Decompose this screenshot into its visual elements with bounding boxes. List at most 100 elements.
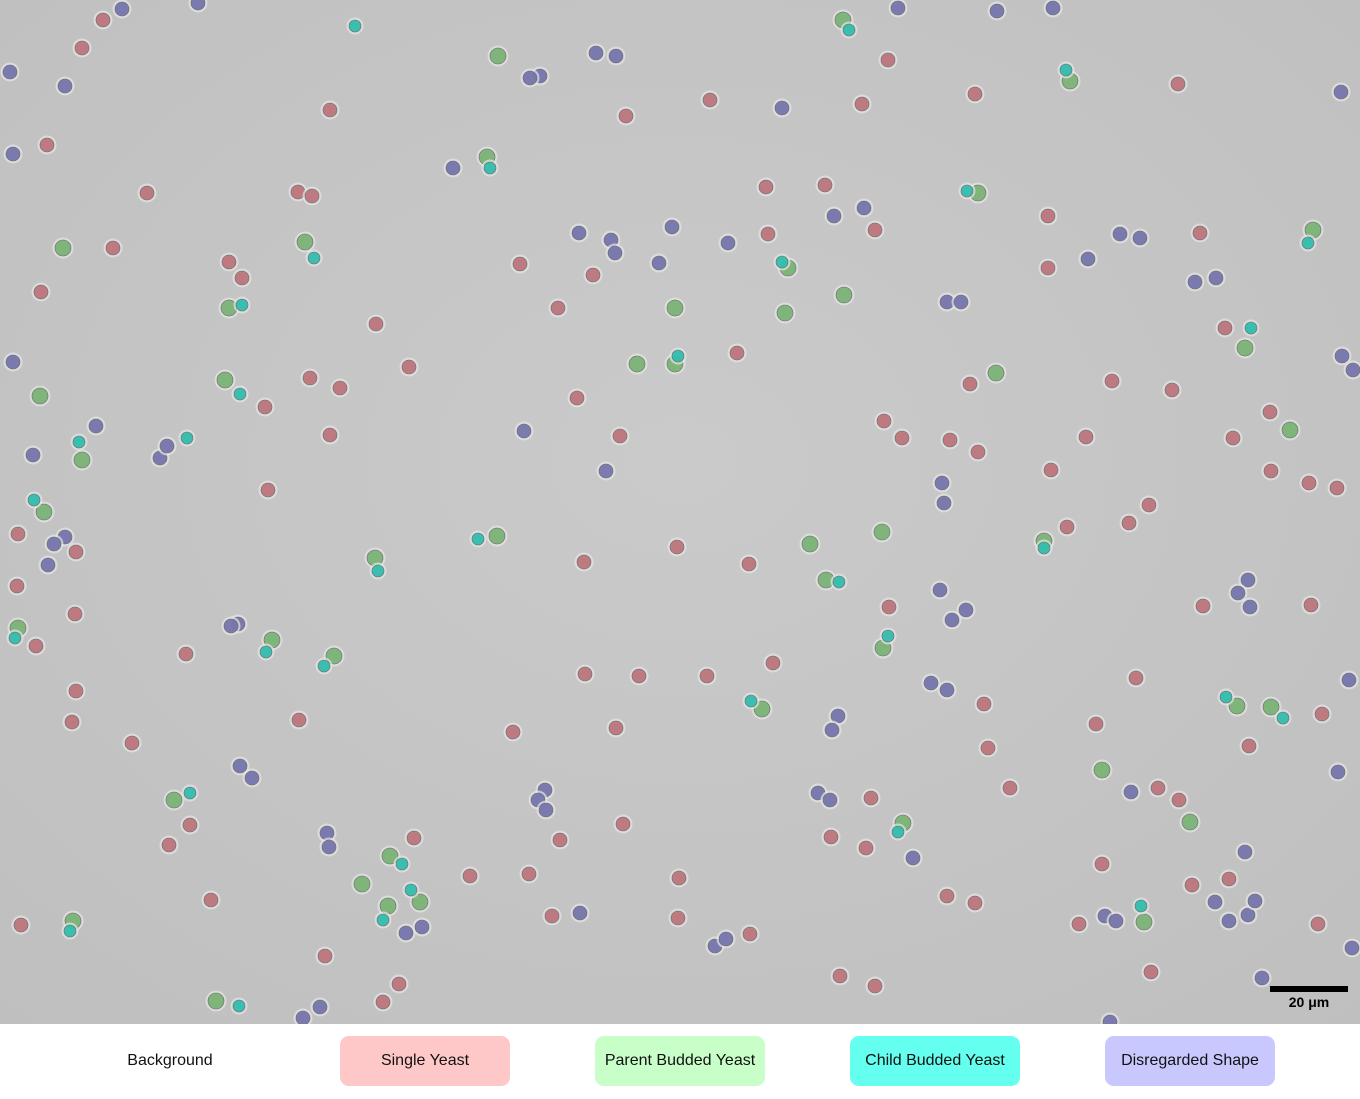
single-cell: [139, 185, 155, 201]
disregarded-cell: [953, 294, 969, 310]
single-cell: [817, 177, 833, 193]
disregarded-cell: [2, 64, 18, 80]
disregarded-cell: [57, 78, 73, 94]
parent-cell: [35, 503, 53, 521]
parent-cell: [1093, 761, 1111, 779]
legend-label: Single Yeast: [380, 1052, 470, 1069]
single-cell: [670, 910, 686, 926]
disregarded-cell: [958, 602, 974, 618]
single-cell: [729, 345, 745, 361]
child-cell: [72, 435, 86, 449]
parent-cell: [987, 364, 1005, 382]
single-cell: [631, 668, 647, 684]
child-cell: [317, 659, 331, 673]
disregarded-cell: [718, 931, 734, 947]
disregarded-cell: [826, 208, 842, 224]
disregarded-cell: [321, 839, 337, 855]
disregarded-cell: [571, 225, 587, 241]
single-cell: [758, 179, 774, 195]
legend-child-budded-yeast: Child Budded Yeast: [850, 1036, 1020, 1086]
single-cell: [67, 606, 83, 622]
single-cell: [304, 188, 320, 204]
disregarded-cell: [312, 999, 328, 1015]
single-cell: [234, 270, 250, 286]
single-cell: [576, 554, 592, 570]
parent-cell: [1281, 421, 1299, 439]
child-cell: [671, 349, 685, 363]
single-cell: [124, 735, 140, 751]
child-cell: [1301, 236, 1315, 250]
single-cell: [1128, 670, 1144, 686]
disregarded-cell: [1045, 0, 1061, 16]
single-cell: [512, 256, 528, 272]
single-cell: [521, 866, 537, 882]
disregarded-cell: [159, 438, 175, 454]
single-cell: [702, 92, 718, 108]
disregarded-cell: [905, 850, 921, 866]
parent-cell: [488, 527, 506, 545]
disregarded-cell: [989, 3, 1005, 19]
single-cell: [881, 599, 897, 615]
parent-cell: [165, 791, 183, 809]
disregarded-cell: [1108, 913, 1124, 929]
disregarded-cell: [1207, 894, 1223, 910]
child-cell: [259, 645, 273, 659]
disregarded-cell: [822, 792, 838, 808]
child-cell: [8, 631, 22, 645]
child-cell: [371, 564, 385, 578]
disregarded-cell: [1330, 764, 1346, 780]
single-cell: [302, 370, 318, 386]
disregarded-cell: [936, 495, 952, 511]
single-cell: [33, 284, 49, 300]
single-cell: [505, 724, 521, 740]
single-cell: [39, 137, 55, 153]
disregarded-cell: [932, 582, 948, 598]
disregarded-cell: [244, 770, 260, 786]
single-cell: [612, 428, 628, 444]
child-cell: [63, 924, 77, 938]
disregarded-cell: [572, 905, 588, 921]
parent-cell: [873, 523, 891, 541]
single-cell: [577, 666, 593, 682]
disregarded-cell: [939, 682, 955, 698]
single-cell: [13, 917, 29, 933]
legend-disregarded-shape: Disregarded Shape: [1105, 1036, 1275, 1086]
child-cell: [1134, 899, 1148, 913]
single-cell: [863, 790, 879, 806]
parent-cell: [381, 847, 399, 865]
single-cell: [765, 655, 781, 671]
disregarded-cell: [522, 70, 538, 86]
single-cell: [1310, 916, 1326, 932]
single-cell: [742, 926, 758, 942]
child-cell: [744, 694, 758, 708]
single-cell: [1263, 463, 1279, 479]
single-cell: [322, 427, 338, 443]
microscopy-image: 20 μm: [0, 0, 1360, 1024]
scale-bar-label: 20 μm: [1288, 994, 1330, 1010]
single-cell: [1071, 916, 1087, 932]
child-cell: [376, 913, 390, 927]
child-cell: [1037, 541, 1051, 555]
single-cell: [10, 526, 26, 542]
single-cell: [1195, 598, 1211, 614]
single-cell: [182, 817, 198, 833]
single-cell: [291, 712, 307, 728]
single-cell: [1241, 738, 1257, 754]
single-cell: [699, 668, 715, 684]
single-cell: [1150, 780, 1166, 796]
yeast-cell-field: [0, 0, 1360, 1024]
single-cell: [391, 976, 407, 992]
single-cell: [1303, 597, 1319, 613]
disregarded-cell: [295, 1010, 311, 1024]
single-cell: [1040, 208, 1056, 224]
disregarded-cell: [651, 255, 667, 271]
disregarded-cell: [1132, 230, 1148, 246]
single-cell: [375, 994, 391, 1010]
single-cell: [832, 968, 848, 984]
single-cell: [1170, 76, 1186, 92]
single-cell: [1121, 515, 1137, 531]
disregarded-cell: [923, 675, 939, 691]
legend: Background Single Yeast Parent Budded Ye…: [0, 1024, 1360, 1099]
single-cell: [260, 482, 276, 498]
parent-cell: [73, 451, 91, 469]
